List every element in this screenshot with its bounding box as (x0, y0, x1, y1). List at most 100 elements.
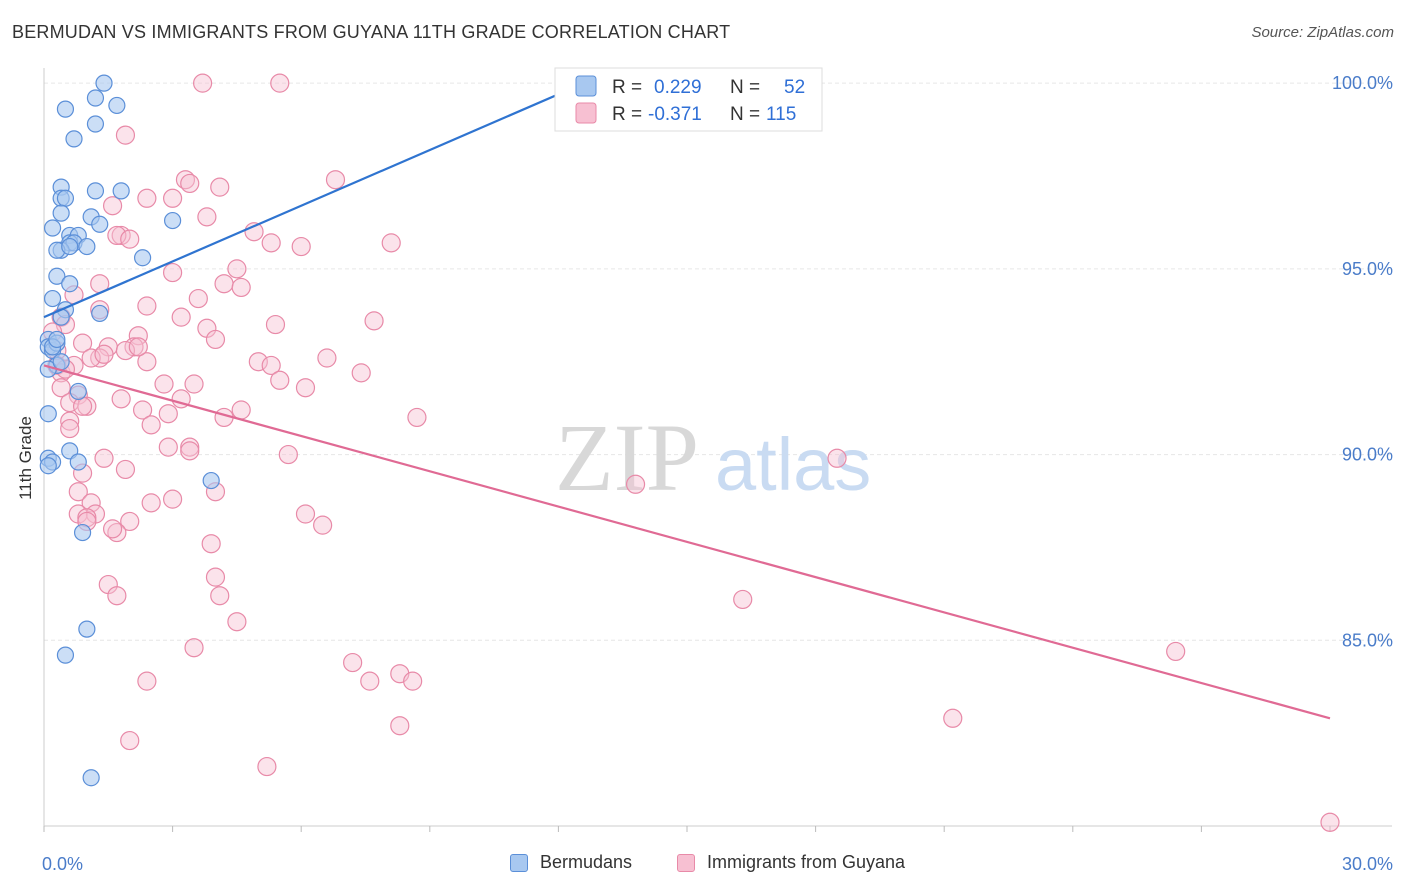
chart-title: BERMUDAN VS IMMIGRANTS FROM GUYANA 11TH … (12, 22, 731, 42)
y-tick-label-0: 85.0% (1342, 630, 1393, 650)
guyana-point-30 (265, 314, 286, 335)
guyana-point-14 (120, 229, 140, 249)
guyana-point-32 (128, 326, 148, 346)
guyana-point-67 (158, 437, 178, 457)
guyana-point-59 (231, 400, 251, 420)
bermudans-point-23 (133, 249, 152, 267)
guyana-point-70 (115, 459, 136, 480)
guyana-point-13 (107, 225, 127, 246)
guyana-point-2 (115, 125, 136, 145)
guyana-point-37 (115, 340, 136, 361)
gridlines (44, 82, 1392, 641)
guyana-point-42 (248, 352, 268, 372)
guyana-point-5 (180, 173, 200, 194)
bermudans-point-2 (108, 96, 126, 115)
bermudans-point-7 (86, 182, 105, 200)
legend-n-label-1: N = (730, 77, 760, 98)
guyana-point-50 (184, 374, 204, 394)
bermudans-point-24 (48, 267, 66, 285)
x-tick-labels: 0.0% 30.0% (42, 854, 1393, 874)
guyana-point-10 (197, 207, 217, 227)
guyana-point-96 (1166, 641, 1186, 662)
guyana-point-111 (102, 519, 123, 539)
guyana-point-29 (364, 311, 384, 331)
bermudans-point-26 (43, 289, 62, 308)
guyana-point-88 (205, 567, 226, 587)
guyana-point-79 (295, 504, 316, 524)
bermudans-point-35 (69, 382, 87, 401)
guyana-point-95 (343, 652, 363, 673)
bermudans-point-3 (56, 100, 75, 118)
guyana-point-9 (102, 196, 123, 216)
guyana-point-98 (137, 671, 157, 691)
guyana-point-65 (60, 418, 80, 439)
guyana-point-102 (390, 716, 410, 736)
guyana-point-8 (163, 188, 183, 208)
bottom-legend: Bermudans Immigrants from Guyana (0, 852, 1406, 878)
guyana-point-1 (270, 73, 290, 93)
bermudans-point-14 (91, 215, 109, 233)
guyana-point-33 (205, 329, 226, 350)
guyana-point-48 (270, 370, 290, 390)
guyana-point-6 (210, 177, 230, 197)
bottom-legend-label-guyana: Immigrants from Guyana (707, 852, 906, 872)
bermudans-point-10 (56, 189, 75, 207)
guyana-point-92 (107, 586, 127, 606)
bermudans-point-28 (91, 304, 109, 323)
guyana-point-57 (77, 396, 97, 416)
bermudans-point-0 (95, 74, 113, 92)
watermark: ZIP atlas (555, 404, 871, 511)
guyana-point-41 (81, 348, 101, 368)
guyana-point-63 (60, 411, 80, 431)
guyana-point-87 (201, 534, 221, 554)
guyana-point-58 (132, 400, 153, 420)
bottom-legend-guyana: Immigrants from Guyana (677, 852, 905, 873)
bermudans-point-48 (39, 457, 57, 475)
bottom-legend-swatch-bermudans (510, 853, 528, 872)
guyana-point-19 (163, 262, 183, 283)
bermudans-point-8 (112, 182, 130, 200)
legend-r-value-1: 0.229 (654, 77, 702, 98)
guyana-point-54 (111, 389, 131, 409)
guyana-point-84 (120, 511, 140, 532)
guyana-point-104 (257, 756, 277, 777)
watermark-zip: ZIP (555, 404, 699, 511)
y-tick-label-2: 95.0% (1342, 259, 1393, 279)
guyana-point-0 (193, 73, 213, 93)
legend-r-label-2: R = (612, 104, 642, 125)
bermudans-point-45 (82, 769, 100, 787)
guyana-point-49 (154, 374, 174, 394)
guyana-point-74 (68, 482, 88, 502)
guyana-point-90 (733, 589, 753, 610)
bermudans-point-13 (164, 211, 182, 230)
guyana-point-26 (171, 307, 191, 327)
legend-swatch-guyana (575, 102, 597, 124)
guyana-point-99 (360, 671, 380, 691)
bottom-legend-label-bermudans: Bermudans (540, 852, 633, 872)
guyana-point-91 (210, 586, 230, 606)
bermudans-point-40 (69, 453, 87, 471)
bermudans-point-44 (56, 646, 75, 664)
legend-n-label-2: N = (730, 104, 760, 125)
bottom-legend-swatch-guyana (677, 853, 695, 872)
guyana-point-21 (214, 274, 234, 294)
bermudans-point-41 (202, 471, 220, 490)
bermudans-point-50 (61, 237, 79, 256)
bottom-legend-bermudans: Bermudans (510, 852, 632, 873)
bermudans-point-20 (78, 237, 96, 256)
guyana-point-78 (163, 489, 183, 509)
y-tick-label-3: 100.0% (1332, 73, 1393, 93)
guyana-point-71 (827, 448, 847, 468)
guyana-point-23 (188, 288, 208, 309)
x-tick-label-1: 30.0% (1342, 854, 1393, 874)
bermudans-point-51 (48, 330, 66, 349)
guyana-point-43 (261, 355, 281, 376)
guyana-point-113 (180, 441, 200, 461)
series-guyana-points (42, 73, 1340, 832)
bermudans-point-49 (52, 353, 70, 371)
bermudans-point-1 (86, 89, 105, 107)
guyana-point-60 (158, 404, 178, 424)
legend-n-value-1: 52 (784, 77, 805, 98)
guyana-point-100 (403, 671, 423, 691)
legend-r-value-2: -0.371 (648, 104, 702, 125)
